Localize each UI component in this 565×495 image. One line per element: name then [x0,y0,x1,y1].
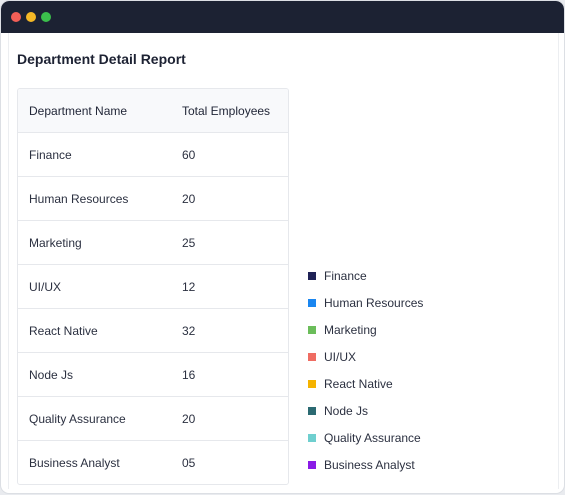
minimize-window-button[interactable] [26,12,36,22]
legend-item[interactable]: Node Js [308,397,423,424]
legend-label: Finance [324,268,367,283]
table-row: Business Analyst 05 [18,440,288,485]
table-row: Quality Assurance 20 [18,396,288,441]
chart-legend: Finance Human Resources Marketing UI/UX … [308,262,423,478]
legend-swatch [308,298,316,307]
legend-label: Node Js [324,403,369,418]
legend-label: Business Analyst [324,457,415,472]
legend-label: Marketing [324,322,377,337]
table-row: UI/UX 12 [18,264,288,309]
column-header-total-employees: Total Employees [182,103,271,118]
legend-swatch [308,379,316,388]
report-content: Department Detail Report Department Name… [8,33,559,489]
department-name-cell: UI/UX [29,279,62,294]
legend-swatch [308,325,316,334]
legend-label: UI/UX [324,349,357,364]
employee-count-cell: 25 [182,235,196,250]
table-header-row: Department Name Total Employees [18,89,288,133]
legend-item[interactable]: Finance [308,262,423,289]
legend-swatch [308,352,316,361]
employee-count-cell: 20 [182,411,196,426]
legend-item[interactable]: Marketing [308,316,423,343]
department-name-cell: Node Js [29,367,74,382]
department-name-cell: Human Resources [29,191,129,206]
table-row: Finance 60 [18,132,288,177]
window-titlebar [1,1,564,33]
maximize-window-button[interactable] [41,12,51,22]
legend-label: Human Resources [324,295,424,310]
department-table-container: Department Name Total Employees Finance … [17,88,289,485]
legend-item[interactable]: React Native [308,370,423,397]
legend-label: Quality Assurance [324,430,421,445]
table-row: Marketing 25 [18,220,288,265]
legend-item[interactable]: Quality Assurance [308,424,423,451]
employee-count-cell: 12 [182,279,196,294]
department-table: Department Name Total Employees Finance … [18,89,288,484]
close-window-button[interactable] [11,12,21,22]
employee-count-cell: 60 [182,147,196,162]
legend-swatch [308,460,316,469]
legend-swatch [308,271,316,280]
department-name-cell: Marketing [29,235,82,250]
employee-count-cell: 32 [182,323,196,338]
page-title: Department Detail Report [17,51,186,67]
department-name-cell: React Native [29,323,98,338]
employee-count-cell: 05 [182,455,196,470]
table-row: Human Resources 20 [18,176,288,221]
column-header-department-name: Department Name [29,103,128,118]
legend-swatch [308,406,316,415]
employee-count-cell: 16 [182,367,196,382]
department-name-cell: Business Analyst [29,455,120,470]
department-name-cell: Quality Assurance [29,411,126,426]
legend-item[interactable]: Human Resources [308,289,423,316]
legend-item[interactable]: Business Analyst [308,451,423,478]
legend-swatch [308,433,316,442]
legend-label: React Native [324,376,393,391]
table-row: React Native 32 [18,308,288,353]
employee-count-cell: 20 [182,191,196,206]
legend-item[interactable]: UI/UX [308,343,423,370]
table-row: Node Js 16 [18,352,288,397]
department-name-cell: Finance [29,147,72,162]
